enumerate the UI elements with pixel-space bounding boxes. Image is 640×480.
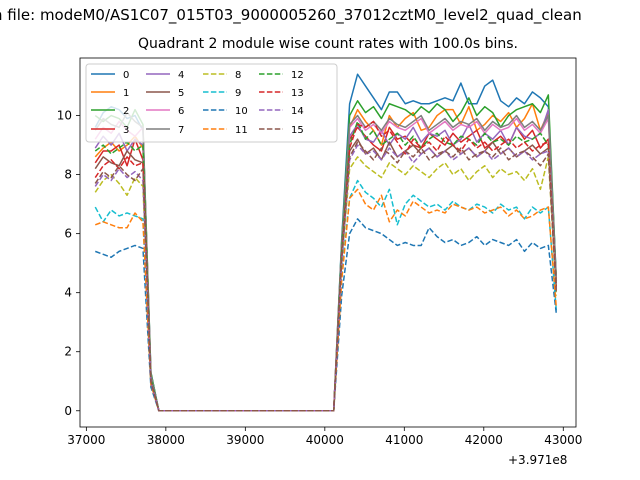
x-tick-label: 39000 [226,433,264,447]
series-line-12 [94,120,558,412]
series-layer [94,73,558,412]
legend-label-13: 13 [291,88,304,99]
legend-label-4: 4 [178,70,184,81]
series-line-5 [94,138,558,412]
legend-label-14: 14 [291,106,304,117]
legend-label-7: 7 [178,125,184,136]
x-tick-label: 43000 [544,433,582,447]
x-tick-label: 42000 [465,433,503,447]
legend-label-8: 8 [235,70,241,81]
legend-label-12: 12 [291,70,304,81]
legend-frame [85,63,338,143]
y-tick-label: 6 [64,227,72,241]
y-tick-label: 10 [57,109,72,123]
series-line-8 [94,156,558,412]
legend-label-5: 5 [178,88,184,99]
series-line-14 [94,144,558,412]
series-line-11 [94,188,558,412]
legend-label-9: 9 [235,88,241,99]
y-tick-label: 8 [64,168,72,182]
y-tick-label: 0 [64,404,72,418]
legend-label-1: 1 [123,88,129,99]
figure-suptitle: n file: modeM0/AS1C07_015T03_9000005260_… [0,6,582,24]
plot-frame [79,57,577,428]
x-tick-label: 37000 [67,433,105,447]
series-line-15 [94,141,558,412]
series-line-4 [94,108,558,412]
legend-label-2: 2 [123,106,129,117]
x-tick-label: 40000 [306,433,344,447]
x-axis-offset-label: +3.971e8 [508,453,568,467]
chart-title: Quadrant 2 module wise count rates with … [138,36,518,52]
series-line-6 [94,117,558,412]
x-tick-label: 41000 [385,433,423,447]
legend-label-0: 0 [123,70,129,81]
y-tick-label: 2 [64,345,72,359]
legend-label-11: 11 [235,125,248,136]
series-line-13 [94,120,558,412]
series-line-7 [94,111,558,412]
y-tick-label: 4 [64,286,72,300]
axes-layer: 37000 38000 39000 40000 41000 42000 43000 0 2 4 6 8… [57,57,582,447]
legend-label-6: 6 [178,106,184,117]
legend-label-3: 3 [123,125,129,136]
series-line-1 [94,103,558,412]
series-line-10 [94,218,558,412]
legend-label-15: 15 [291,125,304,136]
legend-label-10: 10 [235,106,248,117]
x-tick-label: 38000 [147,433,185,447]
series-line-9 [94,179,558,412]
